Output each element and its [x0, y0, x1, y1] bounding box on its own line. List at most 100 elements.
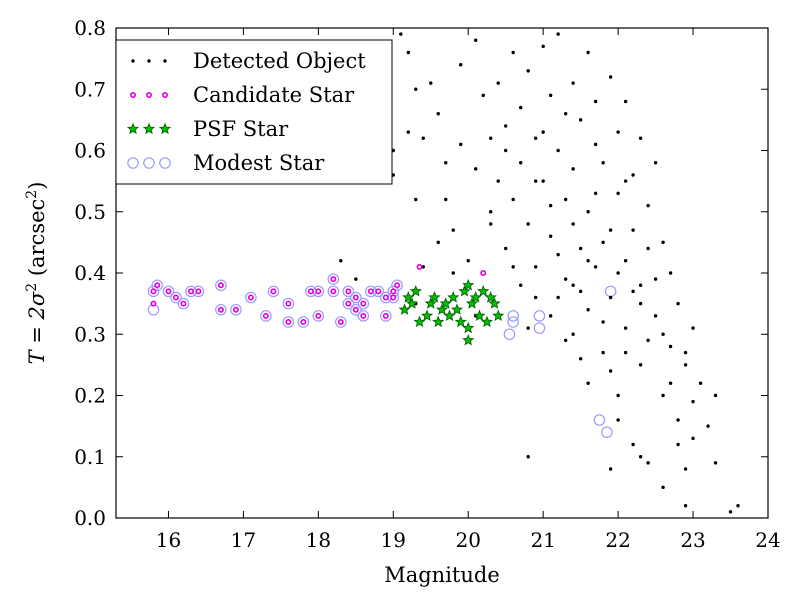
- data-point: [488, 297, 501, 309]
- data-point: [474, 38, 478, 42]
- data-point: [177, 297, 190, 310]
- legend-marker: [159, 157, 171, 169]
- data-point: [623, 259, 628, 263]
- data-point: [413, 315, 426, 328]
- data-point: [451, 271, 455, 275]
- data-point: [375, 288, 382, 295]
- data-point: [638, 136, 643, 140]
- data-point: [548, 93, 553, 98]
- data-point: [481, 93, 485, 98]
- data-point: [616, 393, 620, 398]
- data-point: [245, 291, 257, 304]
- x-tick-label: 21: [530, 528, 555, 552]
- y-axis-label-main: T = 2σ: [25, 291, 49, 364]
- data-point: [631, 173, 635, 177]
- y-axis-label-sup2: 2: [24, 190, 40, 199]
- data-point: [586, 308, 590, 312]
- legend-marker: [163, 59, 167, 63]
- legend-box: [115, 39, 393, 185]
- data-point: [270, 288, 277, 295]
- y-tick-label: 0.4: [74, 261, 106, 285]
- data-point: [601, 240, 605, 245]
- data-point: [593, 99, 598, 104]
- data-layer: [147, 32, 740, 514]
- data-point: [330, 288, 337, 295]
- data-point: [728, 510, 733, 514]
- data-point: [195, 288, 202, 295]
- data-point: [337, 318, 344, 325]
- data-point: [676, 442, 680, 447]
- data-point: [391, 279, 403, 292]
- data-point: [563, 277, 568, 281]
- data-point: [736, 504, 740, 508]
- y-tick-label: 0.5: [74, 200, 106, 224]
- y-axis-label-sup1: 2: [24, 283, 40, 292]
- data-point: [706, 424, 710, 428]
- data-point: [217, 282, 224, 289]
- data-point: [150, 288, 157, 295]
- data-point: [342, 285, 355, 298]
- y-axis-label: T = 2σ2 (arcsec2): [24, 182, 49, 365]
- data-point: [548, 314, 553, 318]
- y-tick-label: 0.2: [74, 384, 106, 408]
- y-tick-label: 0.3: [74, 322, 106, 346]
- data-point: [556, 32, 560, 36]
- data-point: [477, 284, 490, 297]
- data-point: [154, 282, 161, 289]
- data-point: [409, 284, 422, 297]
- data-point: [489, 210, 493, 214]
- data-point: [451, 228, 455, 232]
- data-point: [444, 197, 448, 202]
- legend-entry: PSF Star: [126, 117, 289, 141]
- data-point: [436, 240, 440, 245]
- data-point: [608, 228, 613, 232]
- data-point: [578, 118, 583, 122]
- data-point: [462, 278, 475, 291]
- data-point: [312, 310, 325, 322]
- data-point: [492, 309, 505, 322]
- data-point: [661, 240, 665, 245]
- data-point: [668, 344, 673, 349]
- legend: Detected Object Candidate Star PSF Star Mod…: [115, 39, 393, 185]
- data-point: [668, 381, 673, 385]
- x-tick-label: 20: [456, 528, 481, 552]
- data-point: [429, 81, 433, 85]
- data-point: [646, 338, 650, 343]
- data-point: [563, 112, 568, 116]
- data-point: [533, 322, 546, 334]
- data-point: [352, 306, 359, 313]
- x-tick-label: 18: [306, 528, 331, 552]
- data-point: [571, 81, 575, 85]
- data-point: [518, 161, 523, 165]
- data-point: [518, 105, 523, 110]
- data-point: [623, 99, 628, 104]
- data-point: [556, 295, 560, 300]
- data-point: [480, 315, 494, 328]
- data-point: [578, 289, 583, 294]
- data-point: [571, 222, 575, 226]
- data-point: [638, 283, 643, 287]
- data-point: [507, 316, 519, 328]
- data-point: [601, 320, 605, 324]
- legend-marker: [143, 157, 155, 169]
- data-point: [459, 63, 463, 67]
- data-point: [586, 50, 590, 55]
- data-point: [504, 148, 508, 153]
- data-point: [571, 167, 575, 171]
- data-point: [267, 285, 280, 298]
- legend-marker: [126, 122, 140, 135]
- data-point: [683, 504, 688, 508]
- data-point: [420, 309, 434, 322]
- data-point: [390, 294, 397, 301]
- data-point: [406, 50, 410, 55]
- data-point: [315, 312, 322, 319]
- data-point: [360, 312, 367, 319]
- data-point: [601, 161, 605, 165]
- data-point: [215, 279, 227, 292]
- data-point: [593, 265, 598, 269]
- series-candidate-star: [150, 263, 487, 325]
- data-point: [541, 44, 545, 49]
- data-point: [623, 350, 628, 355]
- y-axis-label-close: ): [25, 182, 49, 190]
- data-point: [330, 276, 337, 283]
